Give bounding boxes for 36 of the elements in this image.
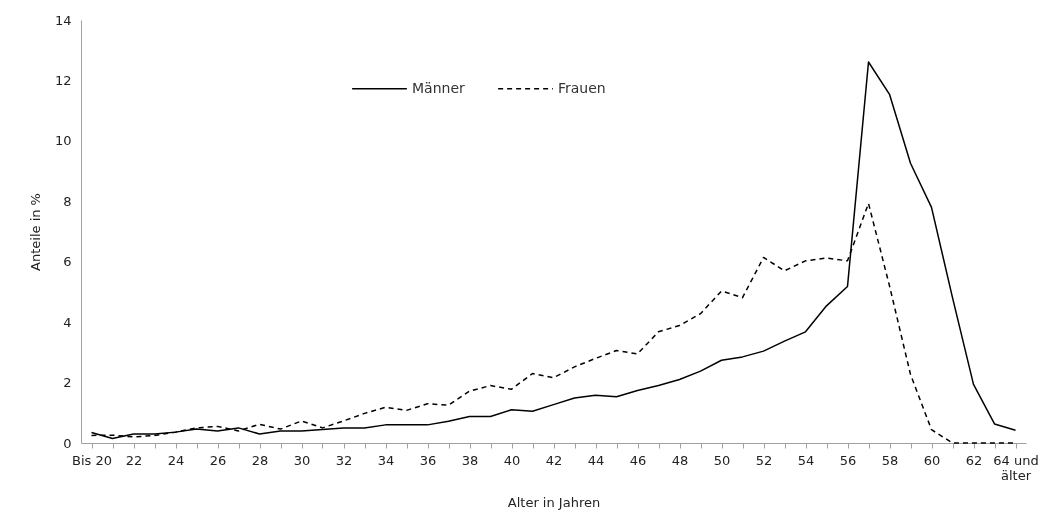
x-tick-label: 34 [377,452,395,468]
y-tick-label: 10 [54,133,72,149]
x-axis-title: Alter in Jahren [507,494,601,510]
x-tick-label: 32 [335,452,353,468]
x-tick-label: 40 [503,452,521,468]
x-tick-label: 22 [125,452,143,468]
legend-label: Frauen [558,79,606,96]
x-tick-label: 56 [839,452,857,468]
x-tick-label: 24 [167,452,185,468]
x-tick-label: 42 [545,452,563,468]
x-tick-label: 26 [209,452,227,468]
y-tick-label: 2 [63,375,72,391]
x-tick-label: 30 [293,452,311,468]
y-tick-label: 0 [63,435,72,451]
y-tick-label: 8 [63,193,72,209]
x-tick-label: 62 [965,452,983,468]
x-tick-label: 38 [461,452,479,468]
y-tick-label: 6 [63,254,72,270]
x-tick-label: 28 [251,452,269,468]
x-tick-label: 44 [587,452,605,468]
x-tick-label: 50 [713,452,731,468]
x-tick-label: 54 [797,452,815,468]
x-tick-label: 48 [671,452,689,468]
legend-label: Männer [412,79,466,96]
x-tick-label: 60 [923,452,941,468]
y-tick-label: 12 [54,72,72,88]
y-tick-label: 14 [54,12,72,28]
x-tick-label: 46 [629,452,647,468]
x-tick-label: 52 [755,452,773,468]
line-series [90,61,1017,440]
y-axis-title: Anteile in % [27,193,43,271]
x-tick-label: 36 [419,452,437,468]
x-tick-label: 58 [881,452,899,468]
y-tick-label: 4 [63,314,72,330]
x-tick-label: 64 und älter [993,452,1039,483]
x-tick-label: Bis 20 [72,452,112,468]
